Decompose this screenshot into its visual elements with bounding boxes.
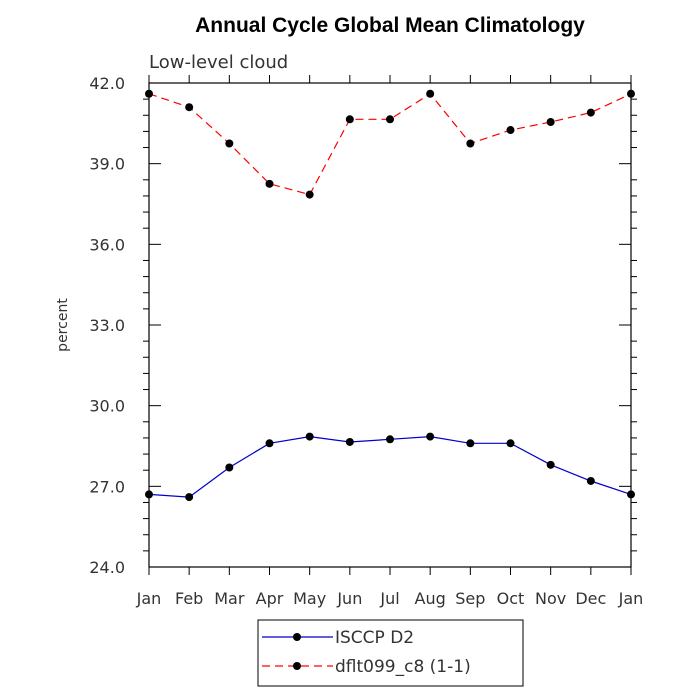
x-tick-label: Jun	[336, 589, 362, 608]
y-tick-label: 36.0	[89, 235, 125, 254]
series-1-point	[265, 179, 274, 188]
x-tick-label: Jan	[136, 589, 162, 608]
series-0-point	[225, 463, 234, 472]
x-tick-label: Jan	[618, 589, 644, 608]
chart-title: Annual Cycle Global Mean Climatology	[195, 14, 585, 37]
x-tick-label: Aug	[415, 589, 446, 608]
series-1-point	[185, 103, 194, 112]
series-0-point	[185, 493, 194, 502]
series-line-0	[148, 435, 632, 498]
series-1-point	[305, 190, 314, 199]
y-tick-label: 33.0	[89, 316, 125, 335]
y-tick-label: 42.0	[89, 74, 125, 93]
y-tick-label: 27.0	[89, 477, 125, 496]
series-1-point	[426, 89, 435, 98]
series-1-point	[546, 117, 555, 126]
legend-marker-isccp	[293, 633, 301, 641]
x-tick-label: Jul	[379, 589, 399, 608]
x-tick-label: Mar	[214, 589, 245, 608]
y-axis-label: percent	[55, 298, 71, 352]
series-0-point	[345, 437, 354, 446]
series-1-point	[466, 139, 475, 148]
x-tick-label: Sep	[455, 589, 485, 608]
legend-label-model: dflt099_c8 (1-1)	[335, 657, 471, 677]
series-0-point	[546, 460, 555, 469]
x-tick-label: Oct	[497, 589, 525, 608]
x-tick-label: May	[293, 589, 326, 608]
series-1-point	[586, 108, 595, 117]
legend-box	[257, 619, 524, 687]
plot-frame	[148, 82, 632, 568]
series-1-point	[386, 115, 394, 124]
series-0-point	[386, 435, 394, 444]
series-0-point	[426, 432, 435, 441]
legend-label-isccp: ISCCP D2	[335, 628, 414, 648]
x-tick-label: Nov	[535, 589, 566, 608]
y-tick-label: 30.0	[89, 397, 125, 416]
y-tick-label: 39.0	[89, 155, 125, 174]
series-1-point	[506, 126, 515, 135]
y-tick-label: 24.0	[89, 558, 125, 577]
chart-subtitle: Low-level cloud	[149, 52, 288, 73]
legend-marker-model	[293, 662, 301, 670]
series-0-point	[305, 432, 314, 441]
series-0-point	[265, 439, 274, 448]
series-1-point	[345, 115, 354, 124]
series-1-point	[225, 139, 234, 148]
series-0-point	[506, 439, 515, 448]
x-tick-label: Feb	[175, 589, 203, 608]
series-0-point	[466, 439, 475, 448]
series-0-point	[586, 476, 595, 485]
x-tick-label: Apr	[256, 589, 284, 608]
legend: ISCCP D2 dflt099_c8 (1-1)	[257, 619, 524, 687]
series-line-1	[148, 93, 632, 196]
x-tick-label: Dec	[575, 589, 606, 608]
